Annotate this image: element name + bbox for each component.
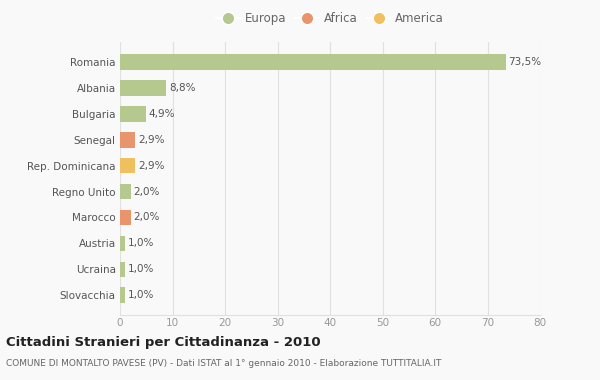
Bar (120, 80, 166, 96)
Bar (120, 236, 125, 251)
Bar (120, 132, 135, 147)
Bar (120, 106, 146, 122)
Text: 2,9%: 2,9% (138, 161, 164, 171)
Text: 2,0%: 2,0% (133, 212, 160, 222)
Text: 4,9%: 4,9% (148, 109, 175, 119)
Bar (120, 287, 125, 303)
Text: 73,5%: 73,5% (509, 57, 542, 67)
Bar (120, 184, 131, 200)
Text: 1,0%: 1,0% (128, 238, 154, 249)
Text: 1,0%: 1,0% (128, 264, 154, 274)
Text: 1,0%: 1,0% (128, 290, 154, 300)
Text: COMUNE DI MONTALTO PAVESE (PV) - Dati ISTAT al 1° gennaio 2010 - Elaborazione TU: COMUNE DI MONTALTO PAVESE (PV) - Dati IS… (6, 359, 442, 368)
Bar (120, 261, 125, 277)
Text: 2,9%: 2,9% (138, 135, 164, 145)
Bar (120, 54, 506, 70)
Text: 8,8%: 8,8% (169, 83, 196, 93)
Text: Cittadini Stranieri per Cittadinanza - 2010: Cittadini Stranieri per Cittadinanza - 2… (6, 336, 320, 349)
Text: 2,0%: 2,0% (133, 187, 160, 196)
Legend: Europa, Africa, America: Europa, Africa, America (214, 10, 446, 28)
Bar (120, 158, 135, 173)
Bar (120, 210, 131, 225)
